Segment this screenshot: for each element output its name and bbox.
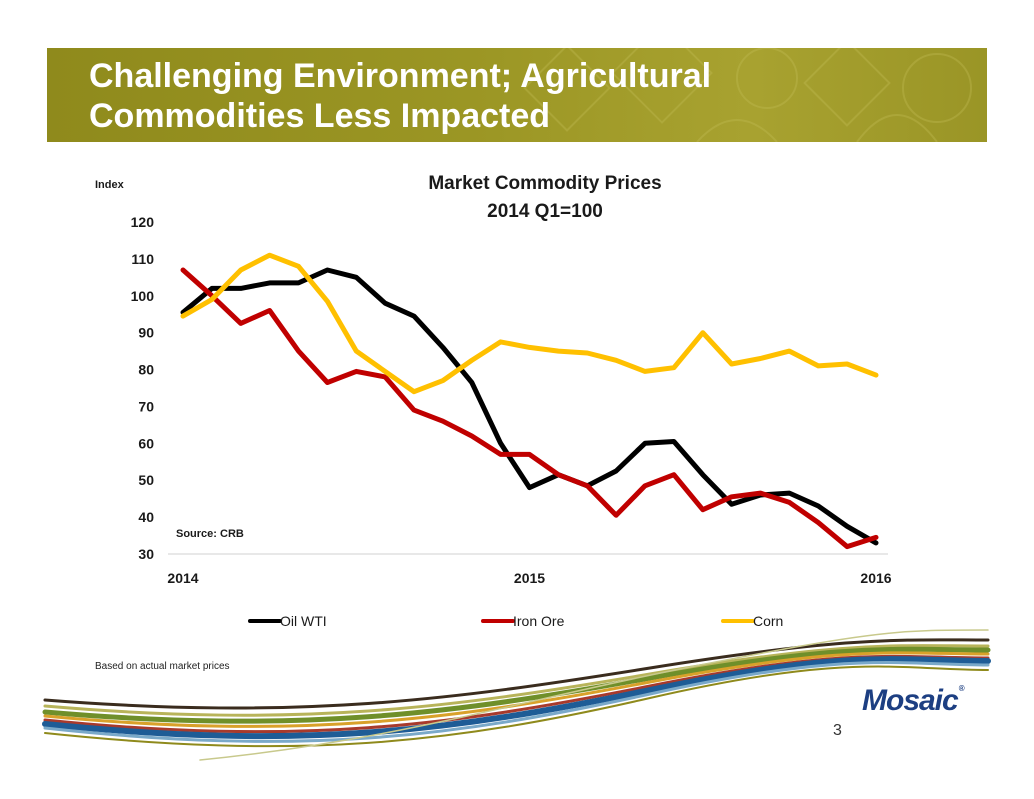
x-tick-label: 2016 xyxy=(860,570,891,586)
logo-text: Mosaic xyxy=(862,684,959,717)
y-tick-label: 120 xyxy=(131,214,155,230)
y-tick-label: 30 xyxy=(138,546,154,562)
commodity-price-chart: Index Market Commodity Prices 2014 Q1=10… xyxy=(95,173,892,629)
y-tick-label: 110 xyxy=(131,251,154,267)
y-tick-label: 90 xyxy=(138,325,154,341)
y-tick-label: 80 xyxy=(138,362,154,378)
legend-label: Oil WTI xyxy=(280,613,327,629)
source-annotation: Source: CRB xyxy=(176,528,244,540)
y-axis-label: Index xyxy=(95,179,125,191)
slide-title-line2: Commodities Less Impacted xyxy=(89,97,551,135)
footnote: Based on actual market prices xyxy=(95,661,230,672)
series-lines xyxy=(180,252,879,550)
legend-label: Corn xyxy=(753,613,783,629)
legend-item: Oil WTI xyxy=(248,613,327,629)
chart-legend: Oil WTI Iron Ore Corn xyxy=(248,613,783,629)
legend-label: Iron Ore xyxy=(513,613,565,629)
legend-item: Corn xyxy=(721,613,783,629)
chart-subtitle: 2014 Q1=100 xyxy=(487,201,603,222)
chart-title: Market Commodity Prices xyxy=(428,173,661,194)
slide-title: Challenging Environment; Agricultural Co… xyxy=(89,56,711,136)
y-axis-ticks: 30 40 50 60 70 80 90 100 110 120 xyxy=(131,214,155,562)
mosaic-logo: Mosaic® xyxy=(862,684,965,718)
x-axis-ticks: 2014 2015 2016 xyxy=(167,570,891,586)
x-tick-label: 2014 xyxy=(167,570,198,586)
y-tick-label: 50 xyxy=(138,472,154,488)
series-line-iron-ore xyxy=(180,267,879,550)
slide-title-line1: Challenging Environment; Agricultural xyxy=(89,57,712,95)
x-tick-label: 2015 xyxy=(514,570,545,586)
y-tick-label: 40 xyxy=(138,509,154,525)
series-line-corn xyxy=(180,252,879,395)
title-decorative-pattern xyxy=(523,48,972,142)
legend-item: Iron Ore xyxy=(481,613,565,629)
logo-registered-mark: ® xyxy=(958,684,965,693)
page-number: 3 xyxy=(833,722,842,739)
y-tick-label: 70 xyxy=(138,398,154,414)
y-tick-label: 100 xyxy=(131,288,155,304)
y-tick-label: 60 xyxy=(138,435,154,451)
title-band: Challenging Environment; Agricultural Co… xyxy=(47,48,987,142)
